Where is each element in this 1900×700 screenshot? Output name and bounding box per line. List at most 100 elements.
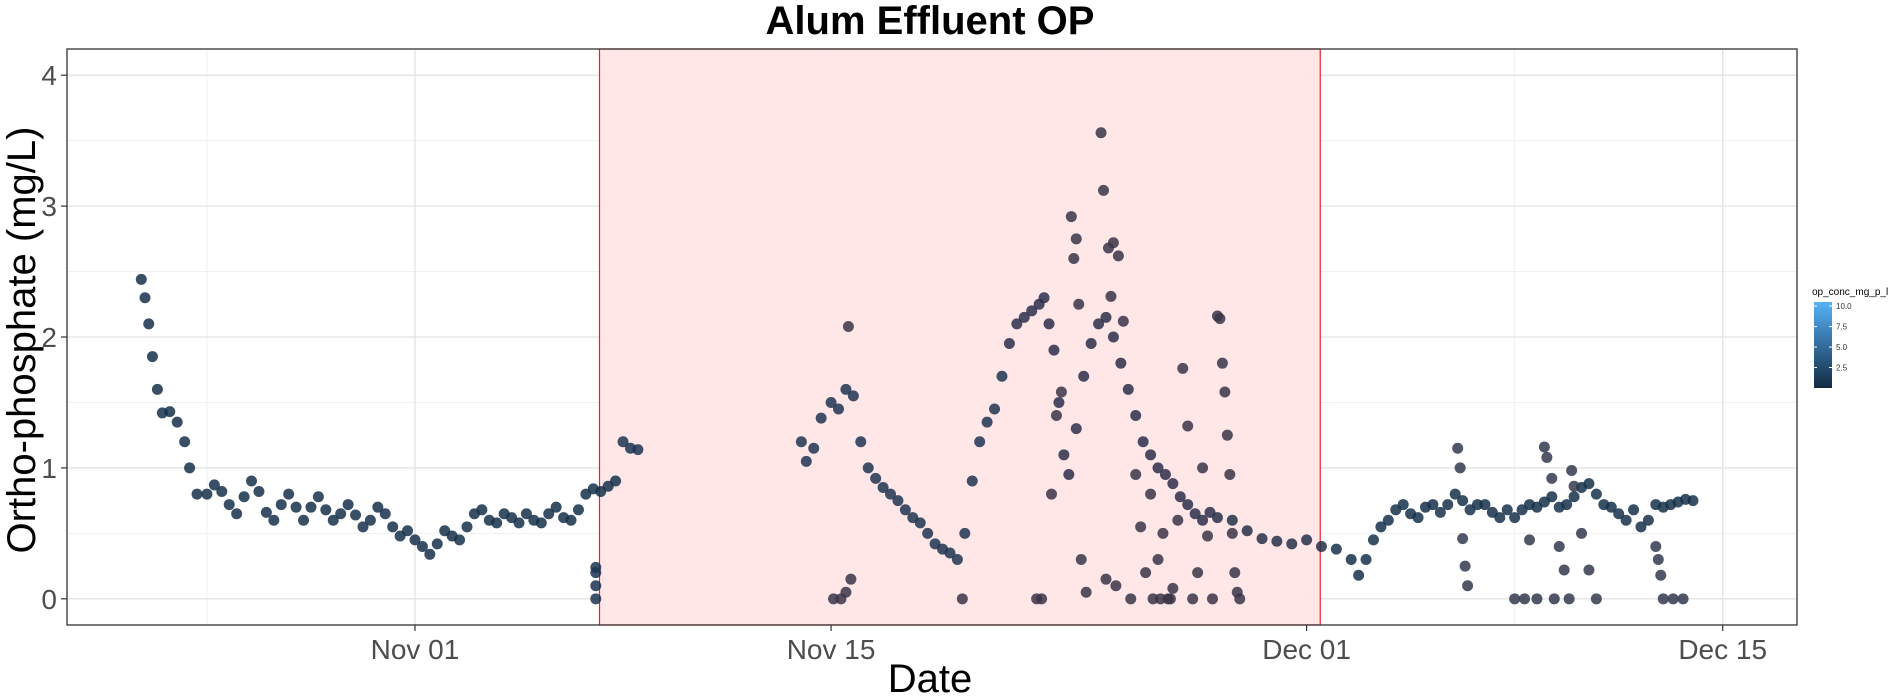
data-point <box>1038 292 1050 304</box>
data-point <box>1070 423 1082 435</box>
data-point <box>632 444 644 456</box>
data-point <box>590 561 602 573</box>
data-point <box>1548 593 1560 605</box>
highlight-region <box>598 48 1321 626</box>
data-point <box>1011 318 1023 330</box>
data-point <box>1046 488 1058 500</box>
data-point <box>513 517 525 529</box>
colorbar-tick-label: 10.0 <box>1836 302 1852 311</box>
data-point <box>312 491 324 503</box>
data-point <box>260 506 272 518</box>
data-point <box>135 273 147 285</box>
data-point <box>298 514 310 526</box>
data-point <box>1130 468 1142 480</box>
data-point <box>1050 410 1062 422</box>
data-point <box>1576 527 1588 539</box>
x-tick-label: Dec 01 <box>1262 634 1351 665</box>
data-point <box>283 488 295 500</box>
data-point <box>1167 582 1179 594</box>
data-point <box>1080 586 1092 598</box>
data-point <box>1546 472 1558 484</box>
x-tick-label: Nov 15 <box>787 634 876 665</box>
data-point <box>1590 488 1602 500</box>
data-point <box>151 383 163 395</box>
data-point <box>1563 593 1575 605</box>
data-point <box>1655 569 1667 581</box>
data-point <box>1115 357 1127 369</box>
legend-title: op_conc_mg_p_l <box>1812 287 1888 298</box>
data-point <box>795 436 807 448</box>
data-point <box>238 491 250 503</box>
data-point <box>956 593 968 605</box>
data-point <box>320 504 332 516</box>
data-point <box>1100 311 1112 323</box>
data-point <box>1026 305 1038 317</box>
data-point <box>845 573 857 585</box>
data-point <box>1524 534 1536 546</box>
series-3 <box>1003 292 1216 526</box>
data-point <box>1620 514 1632 526</box>
data-point <box>146 351 158 363</box>
data-point <box>825 396 837 408</box>
data-point <box>179 436 191 448</box>
data-point <box>1583 478 1595 490</box>
data-point <box>1687 495 1699 507</box>
data-point <box>922 527 934 539</box>
data-point <box>1197 462 1209 474</box>
data-point <box>899 504 911 516</box>
data-point <box>1457 495 1469 507</box>
data-point <box>1538 441 1550 453</box>
data-point <box>1628 504 1640 516</box>
data-point <box>164 406 176 418</box>
data-point <box>1457 533 1469 545</box>
data-point <box>1187 593 1199 605</box>
data-point <box>1058 449 1070 461</box>
data-point <box>610 475 622 487</box>
data-point <box>1509 512 1521 524</box>
data-point <box>1494 512 1506 524</box>
data-point <box>216 485 228 497</box>
data-point <box>491 517 503 529</box>
data-point <box>1110 580 1122 592</box>
series-5 <box>1211 512 1327 552</box>
x-tick-label: Nov 01 <box>371 634 460 665</box>
data-point <box>327 514 339 526</box>
data-point <box>1462 580 1474 592</box>
data-point <box>996 370 1008 382</box>
data-point <box>1652 554 1664 566</box>
data-point <box>1442 499 1454 511</box>
data-point <box>1345 554 1357 566</box>
data-point <box>275 499 287 511</box>
data-point <box>1650 540 1662 552</box>
data-point <box>1117 315 1129 327</box>
data-point <box>1226 527 1238 539</box>
data-point <box>974 436 986 448</box>
data-point <box>1519 593 1531 605</box>
data-point <box>1657 593 1669 605</box>
data-point <box>1452 442 1464 454</box>
data-point <box>268 514 280 526</box>
data-point <box>1509 593 1521 605</box>
data-point <box>1068 252 1080 264</box>
series-0 <box>135 273 622 560</box>
data-point <box>1174 491 1186 503</box>
data-point <box>892 495 904 507</box>
series-7 <box>1452 441 1689 605</box>
data-point <box>1130 410 1142 422</box>
data-point <box>1152 554 1164 566</box>
data-point <box>1048 344 1060 356</box>
data-point <box>1003 338 1015 350</box>
data-point <box>476 504 488 516</box>
data-point <box>223 499 235 511</box>
data-point <box>1635 521 1647 533</box>
data-point <box>1605 501 1617 513</box>
data-point <box>1063 468 1075 480</box>
data-point <box>1167 478 1179 490</box>
data-point <box>572 504 584 516</box>
data-point <box>1112 250 1124 262</box>
data-point <box>1189 508 1201 520</box>
data-point <box>1558 564 1570 576</box>
data-point <box>1122 383 1134 395</box>
colorbar-tick-label: 5.0 <box>1836 343 1848 352</box>
data-point <box>246 475 258 487</box>
